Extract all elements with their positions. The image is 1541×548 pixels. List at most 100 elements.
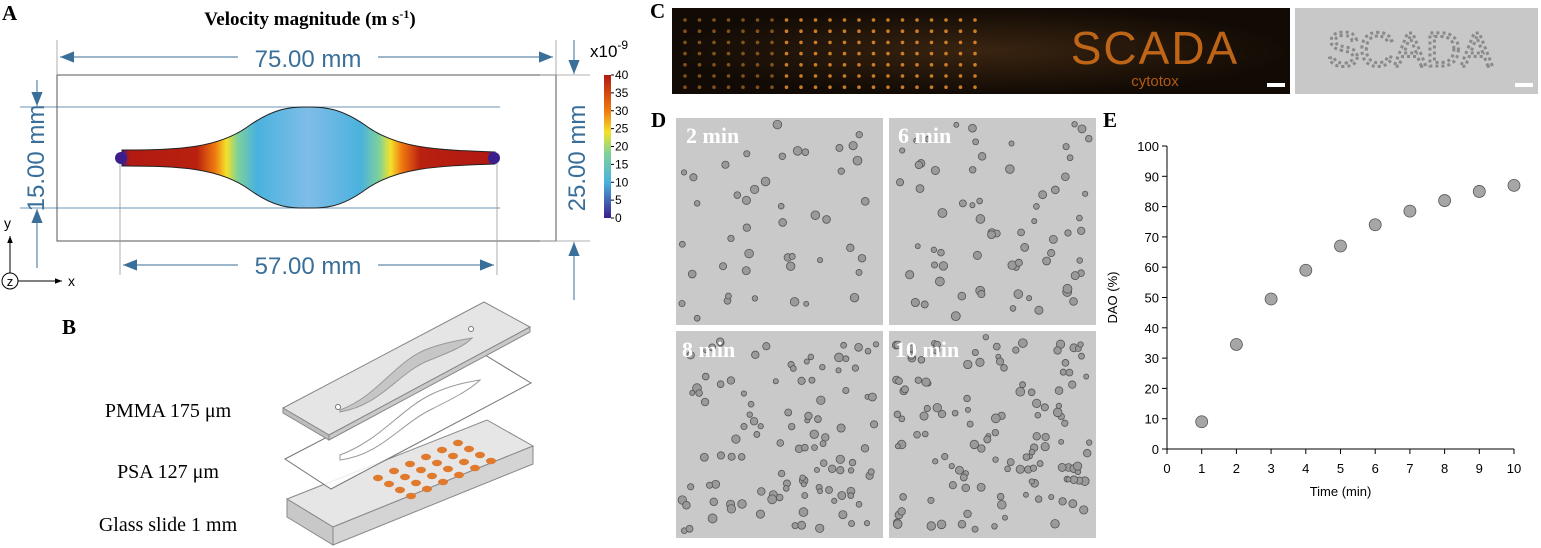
cell (1026, 295, 1033, 302)
cell (1068, 499, 1078, 509)
well (384, 480, 394, 488)
spot (886, 63, 890, 67)
cell (894, 443, 901, 450)
cell (834, 352, 844, 363)
spot (712, 40, 716, 45)
cell (995, 357, 1005, 366)
data-point (1438, 194, 1451, 207)
scale-bar (1267, 83, 1285, 87)
inlet (115, 152, 127, 164)
wells (373, 439, 496, 500)
cell (950, 311, 961, 322)
cell (1055, 402, 1063, 410)
cell (1083, 449, 1092, 458)
cell (1073, 461, 1083, 471)
spot (813, 29, 818, 33)
spot (857, 51, 861, 56)
spot (813, 63, 818, 67)
spot (784, 63, 789, 67)
well (475, 451, 485, 459)
cell (695, 389, 703, 397)
cell (686, 351, 695, 360)
panel-d: 2 min 6 min 8 min 10 min (676, 118, 1096, 538)
cell (810, 210, 821, 220)
cell (702, 346, 709, 353)
cell (930, 246, 938, 253)
spot (784, 74, 789, 78)
cell (767, 494, 778, 505)
cell (1076, 214, 1083, 222)
cell (1029, 464, 1038, 472)
panel-a-title: Velocity magnitude (m s-1) (204, 7, 415, 30)
cell (941, 453, 949, 461)
spot (813, 85, 818, 89)
cell (747, 400, 755, 408)
colorbar-tick-label: 5 (615, 193, 622, 207)
cell (835, 144, 844, 152)
cell (1047, 249, 1056, 258)
axis-label: z (7, 274, 14, 289)
cell (743, 150, 751, 158)
cell (693, 314, 701, 322)
panel-label: E (1103, 108, 1117, 132)
cell (1058, 497, 1067, 506)
cell (782, 485, 790, 492)
spot (755, 74, 760, 78)
well (486, 457, 496, 465)
cell (831, 497, 838, 504)
x-tick-label: 10 (1507, 461, 1521, 476)
well (400, 473, 410, 481)
spot (784, 29, 789, 33)
spot (973, 40, 977, 45)
y-tick-label: 30 (1145, 351, 1159, 366)
spot (683, 40, 687, 45)
cell (788, 422, 796, 431)
chip-outline (56, 74, 557, 242)
cell (1061, 359, 1070, 367)
cell (901, 385, 909, 394)
cell (800, 481, 807, 488)
cell (907, 352, 916, 360)
outlet (488, 152, 500, 164)
cell (1064, 229, 1072, 237)
cell (971, 348, 979, 356)
cell (741, 266, 751, 276)
spot (886, 51, 890, 56)
spot (726, 29, 731, 33)
cell (822, 215, 831, 224)
well (448, 452, 458, 460)
cell (744, 248, 754, 259)
spot (871, 85, 876, 89)
cell (961, 483, 970, 493)
label-bg (238, 252, 378, 280)
cell (689, 173, 698, 182)
cell (847, 467, 855, 474)
cell (816, 395, 826, 405)
axis-z (1, 272, 19, 290)
spot (929, 29, 934, 33)
spot (828, 29, 832, 33)
spot (958, 63, 963, 67)
title-end: ) (409, 9, 415, 30)
well (427, 472, 437, 480)
colorbar-tick-label: 20 (615, 140, 629, 154)
cell (855, 268, 863, 276)
cells (677, 119, 1093, 535)
cell (1062, 283, 1073, 294)
spot (958, 40, 963, 45)
spot (973, 29, 977, 33)
cell (893, 340, 903, 350)
cell (1068, 380, 1077, 389)
y-tick-label: 60 (1145, 260, 1159, 275)
spot (799, 40, 803, 45)
spot (973, 74, 977, 78)
spot (900, 40, 905, 45)
spot (741, 18, 745, 22)
spot (929, 74, 934, 78)
spot (813, 51, 818, 56)
cell (1033, 203, 1040, 210)
cell (1077, 124, 1087, 134)
cell (975, 214, 986, 224)
spot (886, 29, 890, 33)
cell (1082, 190, 1089, 197)
